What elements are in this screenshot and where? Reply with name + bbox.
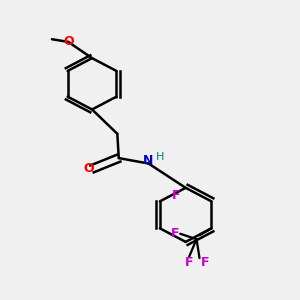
Text: N: N	[143, 154, 154, 167]
Text: F: F	[201, 256, 210, 268]
Text: F: F	[172, 189, 181, 203]
Text: H: H	[156, 152, 165, 162]
Text: O: O	[84, 162, 94, 176]
Text: F: F	[171, 227, 179, 240]
Text: F: F	[185, 256, 194, 268]
Text: O: O	[63, 35, 74, 48]
